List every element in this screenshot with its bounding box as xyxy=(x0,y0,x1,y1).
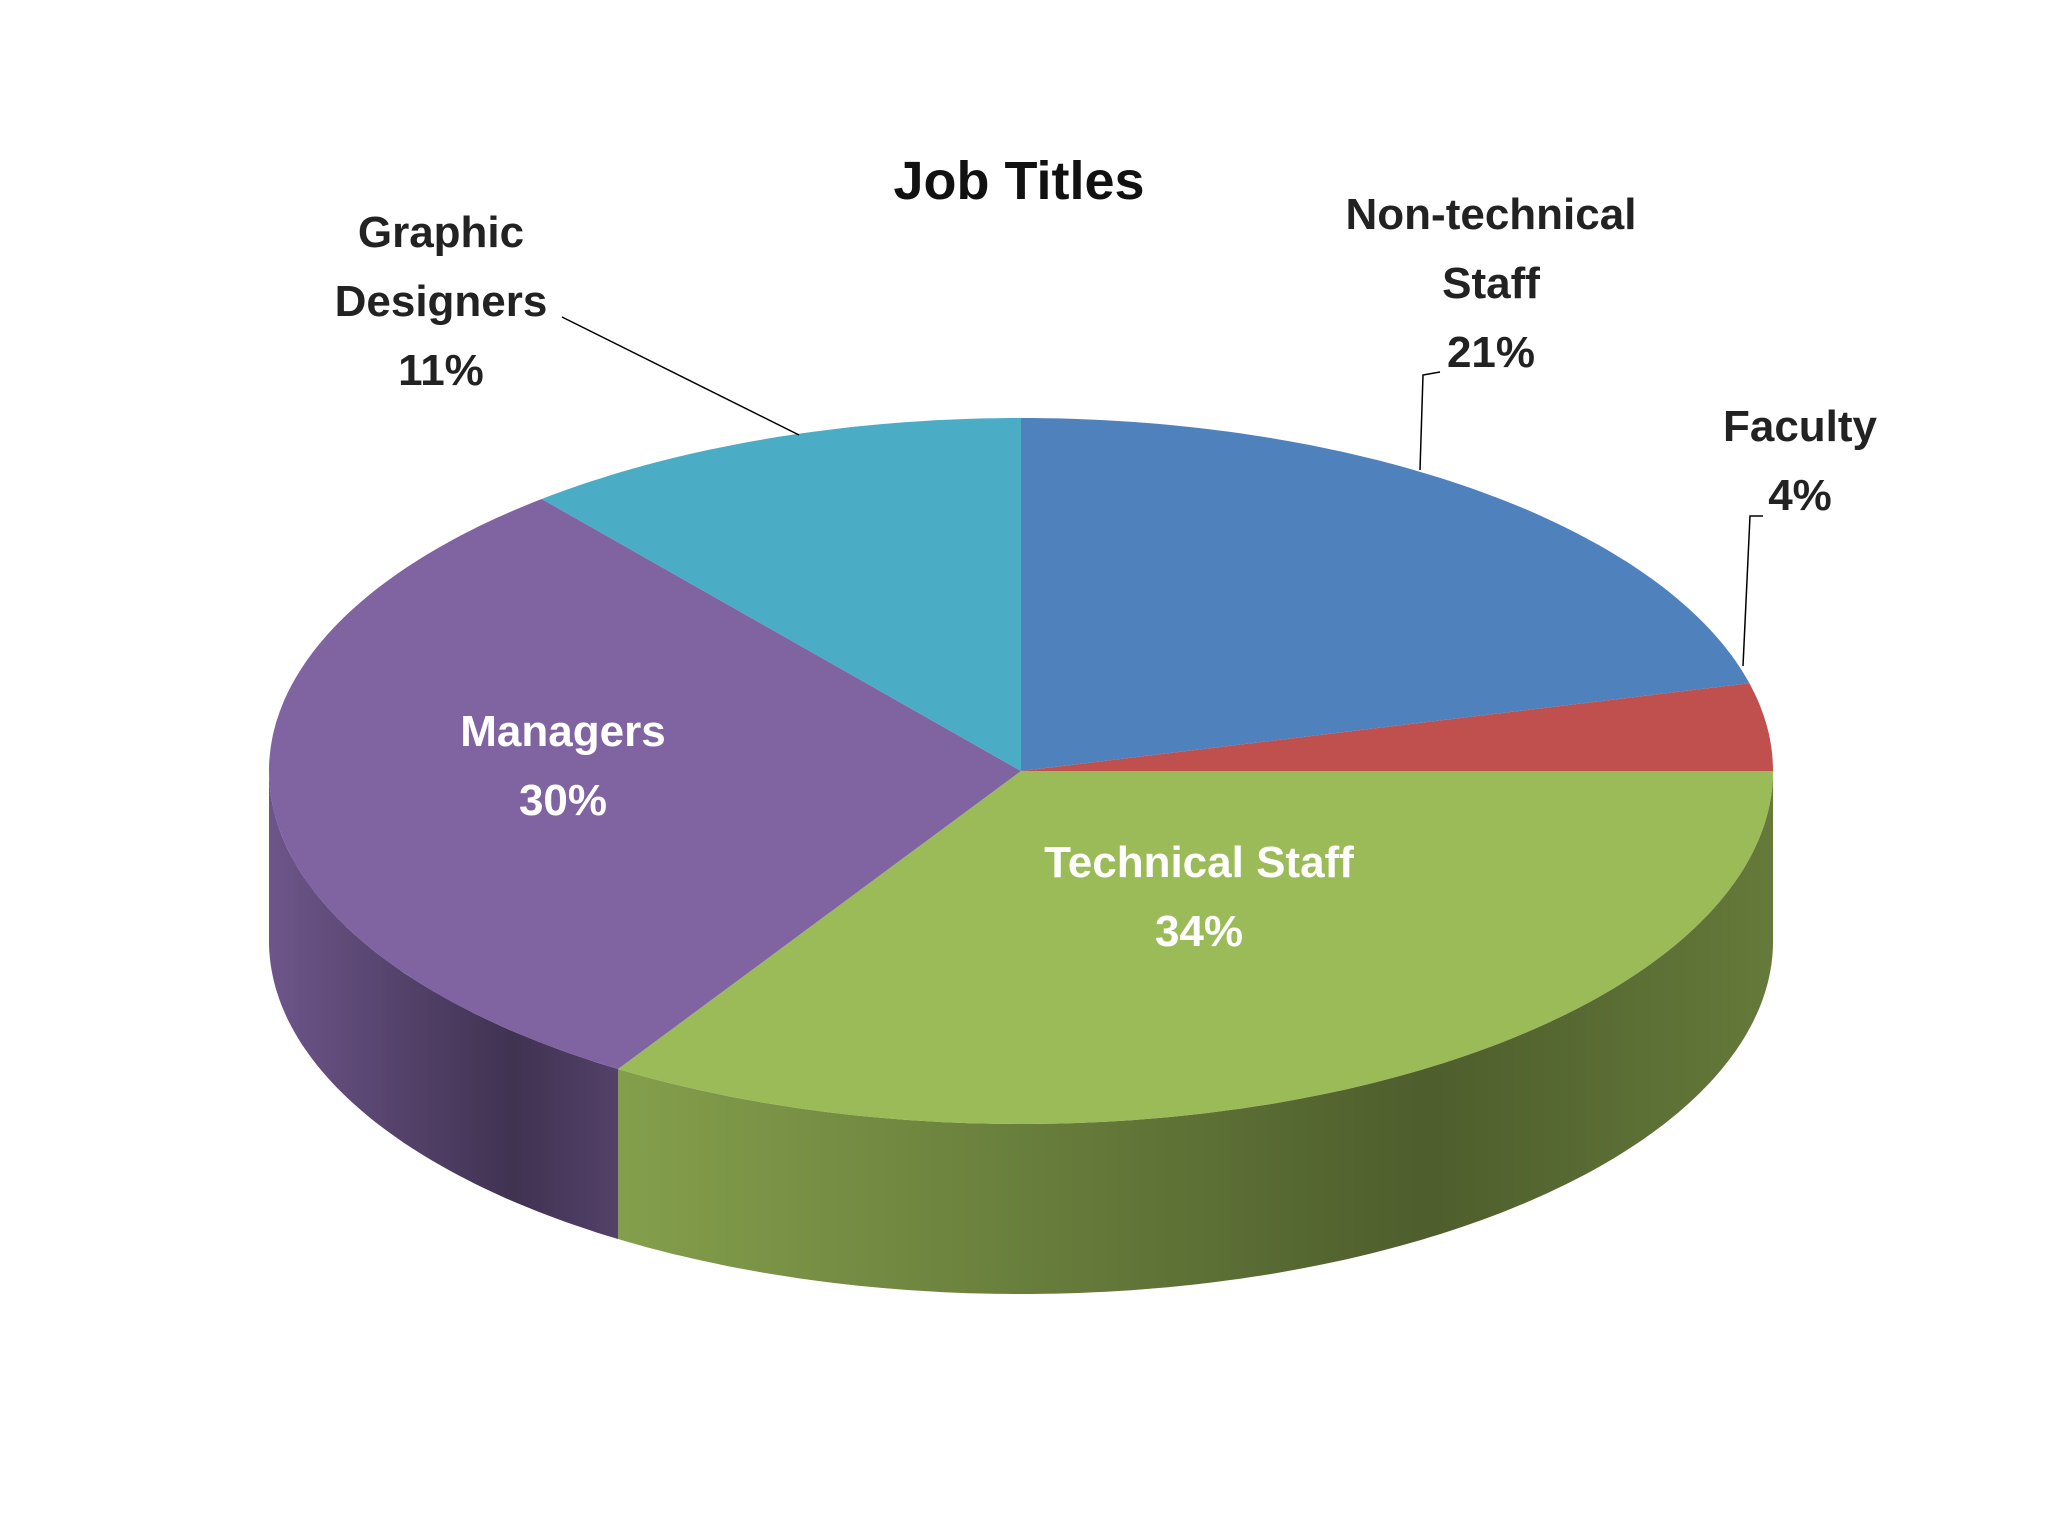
slice xyxy=(541,418,1021,771)
slice xyxy=(1021,683,1773,771)
value-label: 34% xyxy=(1154,907,1244,956)
slice-label: Faculty 4% xyxy=(1650,392,1950,530)
category-label: Technical Staff xyxy=(1044,838,1354,887)
slice xyxy=(1021,418,1750,771)
slice-label: Managers 30% xyxy=(363,697,763,835)
value-label: 30% xyxy=(518,776,608,825)
slice-label: Graphic Designers 11% xyxy=(311,198,571,405)
category-label: Graphic Designers xyxy=(334,208,548,326)
slice-label: Non-technical Staff 21% xyxy=(1321,180,1661,387)
slice-side-shade xyxy=(618,771,1773,1294)
chart-title: Job Titles xyxy=(893,151,1145,211)
slice-side-shade xyxy=(269,771,619,1239)
value-label: 4% xyxy=(1768,471,1832,520)
category-label: Managers xyxy=(460,707,666,756)
slice xyxy=(269,499,1021,1069)
value-label: 11% xyxy=(398,346,484,395)
value-label: 21% xyxy=(1446,328,1536,377)
category-label: Non-technical Staff xyxy=(1345,190,1637,308)
leader-line xyxy=(1742,515,1763,667)
slice-label: Technical Staff 34% xyxy=(949,828,1449,966)
category-label: Faculty xyxy=(1722,402,1878,451)
leader-line xyxy=(1419,371,1441,471)
leader-line xyxy=(561,316,800,436)
slice xyxy=(618,771,1773,1124)
